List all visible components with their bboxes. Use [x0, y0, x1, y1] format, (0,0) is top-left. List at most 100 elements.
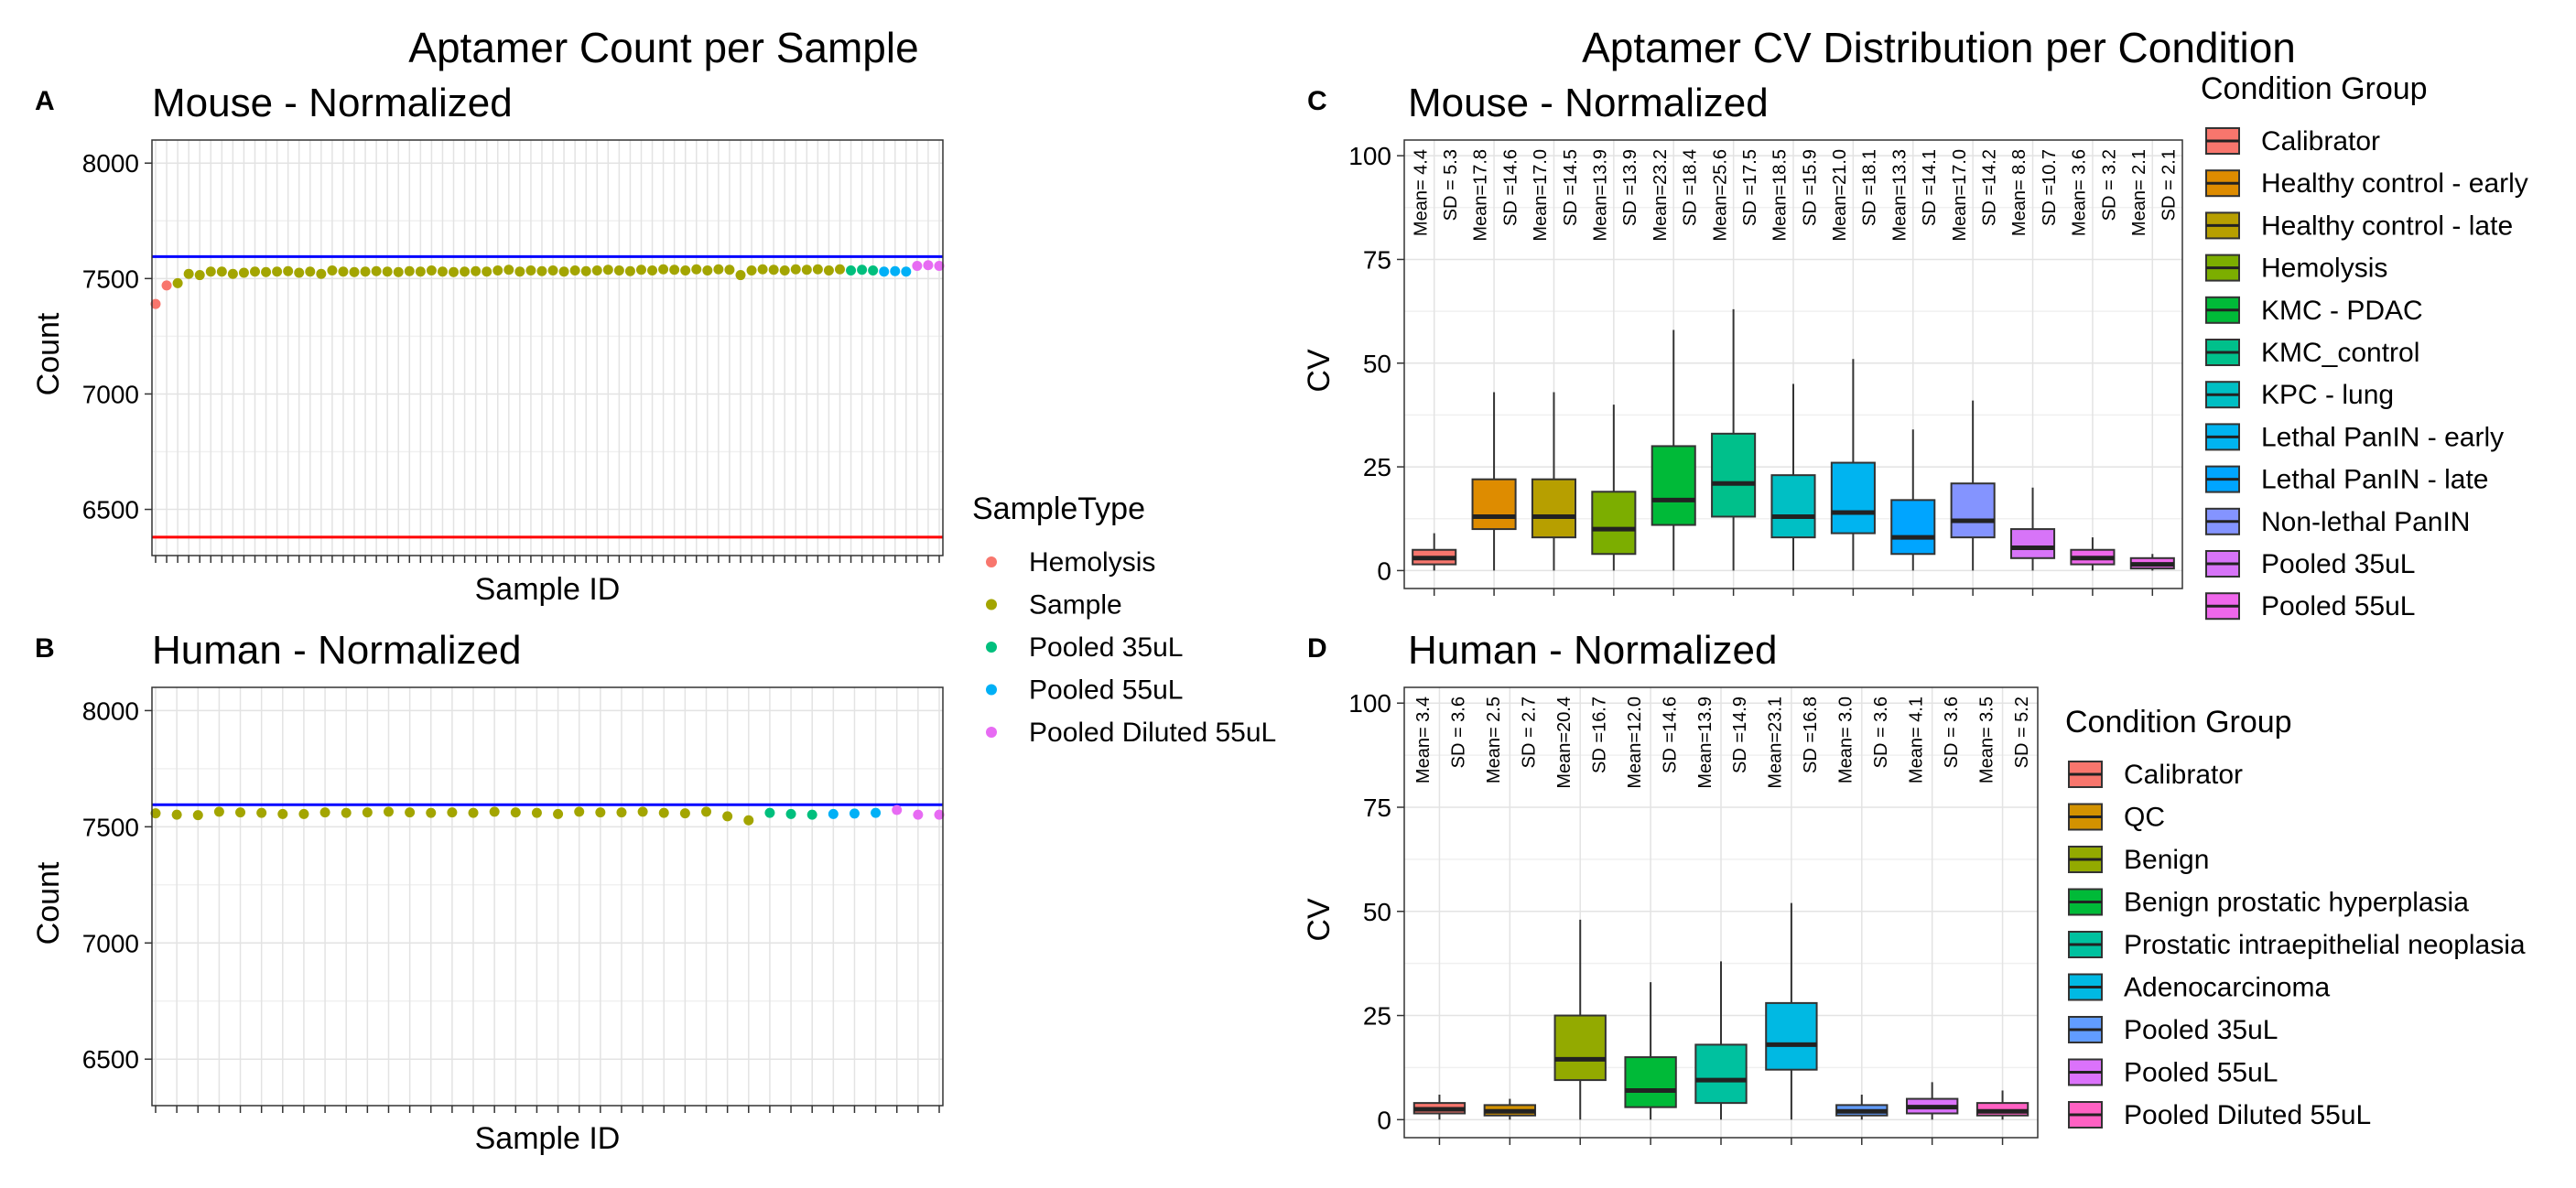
panel-c-annotation-label: SD =14.2 — [1980, 149, 2000, 226]
panel-a-point-sample — [746, 265, 757, 276]
panel-b-point-sample — [171, 809, 182, 820]
panel-c-annotation-label: Mean= 3.6 — [2070, 149, 2090, 236]
panel-a-point-sample — [834, 264, 845, 275]
panel-c-annotation-label: SD =13.9 — [1620, 149, 1640, 226]
panel-c-annotation-label: Mean= 2.1 — [2129, 149, 2149, 236]
panel-b-xlabel: Sample ID — [475, 1121, 621, 1156]
panel-c-y-tick-label: 100 — [1348, 142, 1391, 170]
panel-b-point-sample — [277, 808, 288, 819]
panel-d-annotation-label: Mean= 3.4 — [1413, 697, 1434, 783]
panel-c-annotation-label: Mean= 8.8 — [2009, 149, 2029, 236]
panel-d-y-tick-label: 25 — [1363, 1002, 1391, 1031]
panel-b-y-tick-label: 7000 — [82, 929, 139, 957]
panel-a-plot-area — [152, 140, 943, 556]
panel-b-point-sample — [701, 806, 712, 817]
panel-a-point-sample — [216, 266, 227, 277]
panel-a-point-sample — [735, 270, 746, 281]
panel-c-annotation-label: Mean=17.0 — [1531, 149, 1551, 242]
panel-a-point-pooled-diluted-55ul — [934, 260, 945, 271]
panel-b-point-sample — [722, 811, 733, 822]
panel-a-point-sample — [658, 264, 669, 275]
panel-b-point-sample — [637, 806, 648, 817]
panel-b-point-pooled-diluted-55ul — [892, 805, 903, 815]
panel-a-point-sample — [525, 265, 536, 276]
right-figure-title: Aptamer CV Distribution per Condition — [1582, 24, 2296, 71]
panel-a-point-sample — [305, 266, 316, 277]
panel-a-point-sample — [691, 264, 702, 275]
panel-c-annotation-label: SD =14.5 — [1561, 149, 1581, 226]
panel-d-annotation-label: SD = 3.6 — [1871, 697, 1891, 768]
panel-b-point-sample — [743, 815, 754, 826]
panel-a-point-sample — [437, 266, 448, 277]
panel-b-point-sample — [256, 807, 267, 818]
panel-c-annotation-label: SD =10.7 — [2040, 149, 2060, 226]
panel-a-point-sample — [790, 264, 801, 275]
panel-a-point-sample — [261, 266, 272, 277]
panel-a-point-sample — [602, 265, 613, 275]
panel-b-point-sample — [362, 807, 373, 818]
panel-b-point-sample — [213, 806, 224, 817]
panel-d-annotation-label: SD = 3.6 — [1449, 697, 1469, 768]
sampletype-legend-label: Pooled 35uL — [1029, 632, 1184, 663]
panel-a-point-sample — [757, 264, 768, 275]
panel-d-annotation-label: SD =14.6 — [1660, 697, 1680, 773]
panel-a-point-pooled-diluted-55ul — [923, 260, 934, 271]
panel-b-point-sample — [405, 807, 416, 818]
panel-a-point-sample — [415, 266, 426, 277]
panel-b-point-pooled-diluted-55ul — [913, 809, 924, 820]
panel-a-point-sample — [272, 266, 283, 277]
panel-b-point-sample — [341, 807, 352, 818]
condition-legend-d-label: Prostatic intraepithelial neoplasia — [2124, 930, 2526, 960]
sampletype-legend-label: Pooled 55uL — [1029, 675, 1184, 706]
panel-c-ylabel: CV — [1302, 349, 1337, 393]
panel-c-plot-border — [1403, 139, 2183, 589]
panel-a-point-sample — [482, 266, 492, 277]
panel-c-annotation-label: SD =15.9 — [1800, 149, 1820, 226]
panel-a-point-sample — [536, 265, 547, 276]
panel-tag-b: B — [35, 633, 55, 664]
panel-c-annotation-label: Mean=25.6 — [1710, 149, 1730, 242]
sampletype-legend-label: Pooled Diluted 55uL — [1029, 718, 1276, 748]
panel-a-point-pooled-diluted-55ul — [912, 260, 923, 271]
panel-a-point-sample — [426, 265, 437, 276]
panel-c-annotation-label: Mean=23.2 — [1651, 149, 1671, 242]
panel-tag-c: C — [1307, 86, 1327, 116]
condition-legend-c-label: KMC_control — [2261, 338, 2419, 368]
panel-a-point-sample — [492, 265, 503, 276]
panel-a-y-tick-label: 7500 — [82, 265, 139, 293]
panel-a-point-sample — [702, 265, 713, 276]
panel-c-annotation-label: SD = 3.2 — [2099, 149, 2119, 221]
panel-a-point-sample — [382, 266, 393, 277]
panel-d-annotation-label: Mean=12.0 — [1625, 697, 1645, 789]
panel-a-point-sample — [205, 266, 216, 277]
panel-d-y-tick-label: 50 — [1363, 898, 1391, 926]
panel-d-box — [1553, 1014, 1607, 1082]
panel-a-point-sample — [172, 277, 183, 288]
condition-legend-d-label: Calibrator — [2124, 760, 2243, 790]
condition-legend-d-label: Benign — [2124, 845, 2209, 875]
condition-legend-c-label: Pooled 55uL — [2261, 591, 2416, 621]
panel-b-point-sample — [510, 807, 521, 818]
condition-legend-c-label: KPC - lung — [2261, 380, 2394, 410]
panel-d-annotation-label: Mean=23.1 — [1766, 697, 1786, 789]
panel-a-point-hemolysis — [161, 280, 172, 291]
panel-b-point-sample — [595, 807, 606, 818]
panel-c-annotation-label: Mean=17.0 — [1950, 149, 1970, 242]
panel-a-xlabel: Sample ID — [475, 572, 621, 607]
condition-legend-c-label: Lethal PanIN - late — [2261, 465, 2488, 495]
condition-legend-c-label: Non-lethal PanIN — [2261, 507, 2470, 537]
panel-c-annotation-label: SD =18.1 — [1860, 149, 1880, 226]
panel-d-box — [1694, 1043, 1748, 1105]
panel-c-box — [1890, 499, 1936, 556]
panel-d-title: Human - Normalized — [1408, 628, 1777, 673]
panel-a-title: Mouse - Normalized — [152, 81, 513, 125]
sampletype-legend-key — [986, 684, 997, 696]
panel-b-point-sample — [298, 808, 309, 819]
panel-a-y-tick-label: 6500 — [82, 496, 139, 524]
panel-a-point-sample — [514, 266, 525, 277]
panel-d-y-tick-label: 0 — [1377, 1106, 1391, 1134]
panel-c-box — [1471, 478, 1517, 531]
panel-b-y-tick-label: 8000 — [82, 697, 139, 725]
panel-b-point-pooled-diluted-55ul — [934, 809, 945, 820]
panel-b-plot-area — [152, 687, 943, 1106]
